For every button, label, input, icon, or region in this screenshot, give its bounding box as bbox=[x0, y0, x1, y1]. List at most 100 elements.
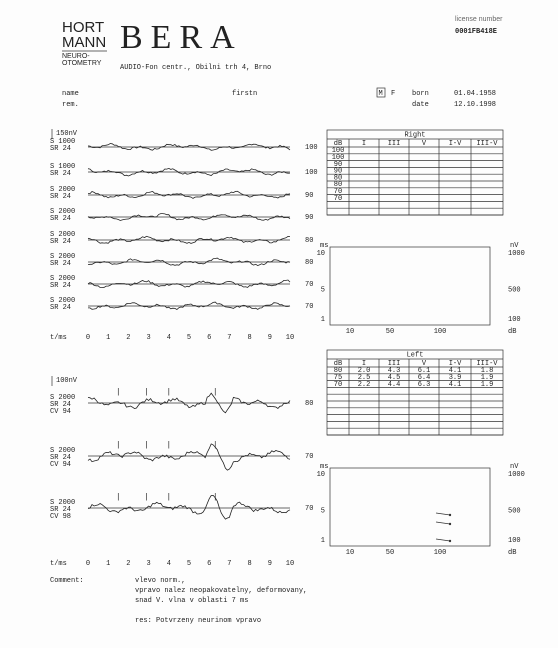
cv-label: CV 94 bbox=[50, 408, 71, 416]
latency-mark bbox=[435, 521, 451, 525]
waveform bbox=[87, 235, 291, 244]
brand-sub: OTOMETRY bbox=[62, 60, 102, 67]
plot-tick: 1 bbox=[321, 537, 325, 545]
level-label: 70 bbox=[305, 505, 313, 513]
stim-label: S 2000 bbox=[50, 208, 75, 216]
plot-unit: dB bbox=[508, 328, 516, 336]
license-number: 0001FB418E bbox=[455, 28, 497, 36]
waveform bbox=[88, 301, 291, 310]
scale-label: 100nV bbox=[56, 377, 78, 385]
time-tick: 3 bbox=[146, 334, 150, 342]
table-cell: 3.9 bbox=[449, 374, 462, 382]
stim-label: S 1000 bbox=[50, 138, 75, 146]
waveform bbox=[87, 190, 291, 199]
latency-dot bbox=[448, 513, 452, 517]
comment-result: res: Potvrzeny neurinom vpravo bbox=[135, 617, 261, 625]
latency-mark bbox=[435, 538, 451, 542]
license-label: license number bbox=[455, 16, 503, 23]
plot-tick: 1 bbox=[321, 316, 325, 324]
stim-label: S 1000 bbox=[50, 163, 75, 171]
rate-label: SR 24 bbox=[50, 401, 71, 409]
plot-unit: ms bbox=[320, 242, 328, 250]
table-cell: 6.1 bbox=[418, 367, 431, 375]
table-cell: 4.5 bbox=[388, 374, 401, 382]
level-label: 100 bbox=[305, 144, 318, 152]
time-tick: 1 bbox=[106, 334, 110, 342]
time-label: t/ms bbox=[50, 560, 67, 568]
born: 01.04.1958 bbox=[454, 90, 496, 98]
level-label: 70 bbox=[305, 453, 313, 461]
plot-unit: dB bbox=[508, 549, 516, 557]
brand: HORT bbox=[62, 19, 104, 36]
table-cell: 2.0 bbox=[358, 367, 371, 375]
comment-line: vpravo nalez neopakovatelny, deformovany… bbox=[135, 587, 307, 595]
time-label: t/ms bbox=[50, 334, 67, 342]
time-tick: 10 bbox=[286, 560, 294, 568]
level-label: 80 bbox=[305, 237, 313, 245]
time-tick: 2 bbox=[126, 560, 130, 568]
column-header: I-V bbox=[449, 140, 462, 148]
latency-dot bbox=[448, 522, 452, 526]
plot-tick: 100 bbox=[434, 549, 447, 557]
plot-frame bbox=[329, 467, 491, 547]
table-cell: 70 bbox=[334, 381, 342, 389]
table-cell: 70 bbox=[334, 188, 342, 196]
table-cell: 100 bbox=[332, 154, 345, 162]
table-cell: 1.9 bbox=[481, 381, 494, 389]
brand-sub: NEURO- bbox=[62, 53, 90, 60]
rate-label: SR 24 bbox=[50, 282, 71, 290]
label: date bbox=[412, 101, 429, 109]
table-cell: 6.3 bbox=[418, 381, 431, 389]
table-cell: 75 bbox=[334, 374, 342, 382]
table-cell: 70 bbox=[334, 195, 342, 203]
plot-tick: 500 bbox=[508, 287, 521, 295]
comment-line: vlevo norm., bbox=[135, 577, 185, 585]
waveform bbox=[87, 443, 291, 471]
table-cell: 4.1 bbox=[449, 381, 462, 389]
scale-label: 150nV bbox=[56, 130, 78, 138]
sex: M bbox=[379, 90, 383, 98]
time-tick: 5 bbox=[187, 560, 191, 568]
waveform bbox=[87, 213, 291, 221]
table-cell: 80 bbox=[334, 174, 342, 182]
stim-label: S 2000 bbox=[50, 186, 75, 194]
table-title: Left bbox=[407, 351, 424, 359]
time-tick: 3 bbox=[146, 560, 150, 568]
label: rem. bbox=[62, 101, 79, 109]
waveform bbox=[87, 279, 291, 288]
level-label: 70 bbox=[305, 281, 313, 289]
rate-label: SR 24 bbox=[50, 506, 71, 514]
plot-tick: 100 bbox=[508, 537, 521, 545]
column-header: dB bbox=[334, 140, 342, 148]
plot-tick: 100 bbox=[508, 316, 521, 324]
plot-tick: 5 bbox=[321, 287, 325, 295]
rate-label: SR 24 bbox=[50, 454, 71, 462]
address: AUDIO-Fon centr., Obilni trh 4, Brno bbox=[120, 64, 271, 72]
table-title: Right bbox=[404, 131, 425, 139]
patient-name: firstn bbox=[232, 90, 257, 98]
column-header: I bbox=[362, 360, 366, 368]
level-label: 80 bbox=[305, 259, 313, 267]
time-tick: 7 bbox=[227, 560, 231, 568]
table-cell: 80 bbox=[334, 181, 342, 189]
column-header: dB bbox=[334, 360, 342, 368]
column-header: III bbox=[388, 360, 401, 368]
rate-label: SR 24 bbox=[50, 304, 71, 312]
sex: F bbox=[391, 90, 395, 98]
plot-tick: 50 bbox=[386, 549, 394, 557]
time-tick: 0 bbox=[86, 334, 90, 342]
rate-label: SR 24 bbox=[50, 238, 71, 246]
stim-label: S 2000 bbox=[50, 447, 75, 455]
plot-unit: nV bbox=[510, 463, 519, 471]
plot-tick: 5 bbox=[321, 508, 325, 516]
plot-tick: 10 bbox=[346, 549, 354, 557]
time-tick: 10 bbox=[286, 334, 294, 342]
table-cell: 80 bbox=[334, 367, 342, 375]
brand: MANN bbox=[62, 34, 106, 51]
table-cell: 4.3 bbox=[388, 367, 401, 375]
table-cell: 100 bbox=[332, 147, 345, 155]
cv-label: CV 98 bbox=[50, 513, 71, 521]
plot-tick: 10 bbox=[317, 250, 325, 258]
time-tick: 0 bbox=[86, 560, 90, 568]
time-tick: 8 bbox=[247, 334, 251, 342]
